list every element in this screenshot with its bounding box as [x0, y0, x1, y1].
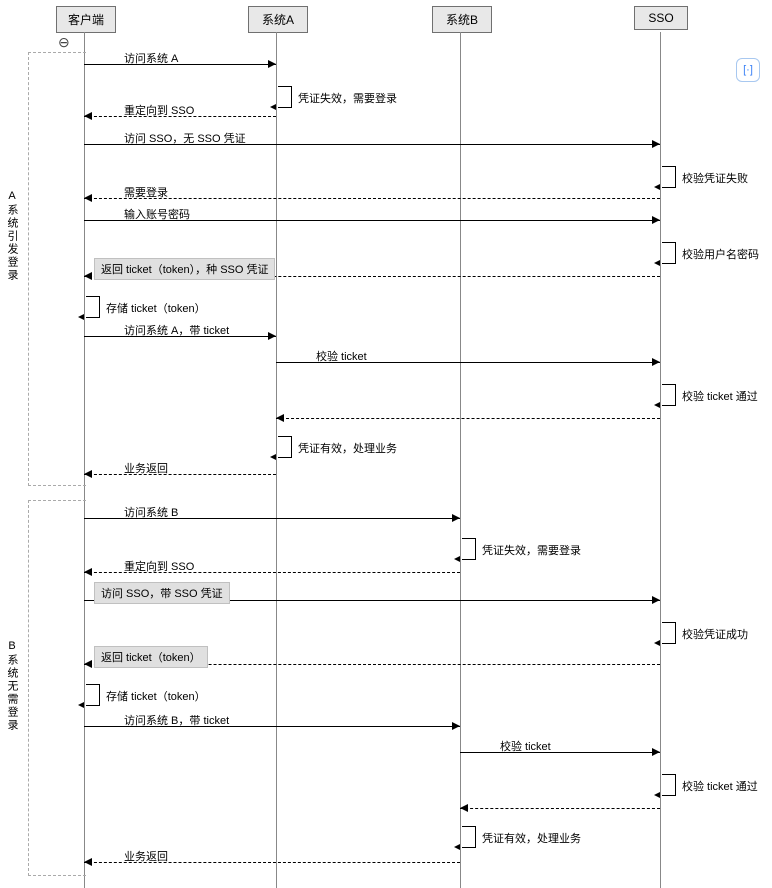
arrow-head-6: [652, 216, 660, 224]
group-box-1: [28, 500, 86, 876]
arrow-head-23: [452, 722, 460, 730]
self-note-9: 存储 ticket（token）: [106, 300, 206, 316]
participant-client: 客户端: [56, 6, 116, 33]
arrow-head-21: [84, 660, 92, 668]
msg-label-11: 校验 ticket: [316, 348, 367, 364]
arrow-head-15: [84, 470, 92, 478]
arrow-head-28: [84, 858, 92, 866]
msg-label-24: 校验 ticket: [500, 738, 551, 754]
arrow-0: [84, 64, 276, 65]
self-note-22: 存储 ticket（token）: [106, 688, 206, 704]
self-bracket-12: [662, 384, 676, 406]
arrow-head-19: [652, 596, 660, 604]
arrow-head-11: [652, 358, 660, 366]
arrow-head-10: [268, 332, 276, 340]
msg-label-0: 访问系统 A: [124, 50, 178, 66]
msg-label-5: 需要登录: [124, 184, 168, 200]
self-note-14: 凭证有效，处理业务: [298, 440, 397, 456]
arrow-26: [460, 808, 660, 809]
msg-label-16: 访问系统 B: [124, 504, 178, 520]
lifeline-sysA: [276, 32, 277, 888]
arrow-24: [460, 752, 660, 753]
lens-icon[interactable]: [·]: [736, 58, 760, 82]
msg-label-10: 访问系统 A，带 ticket: [124, 322, 229, 338]
self-bracket-27: [462, 826, 476, 848]
self-note-12: 校验 ticket 通过: [682, 388, 758, 404]
lifeline-sysB: [460, 32, 461, 888]
group-box-0: [28, 52, 86, 486]
self-bracket-17: [462, 538, 476, 560]
self-bracket-7: [662, 242, 676, 264]
msg-label-3: 访问 SSO，无 SSO 凭证: [124, 130, 246, 146]
self-bracket-20: [662, 622, 676, 644]
self-note-27: 凭证有效，处理业务: [482, 830, 581, 846]
arrow-5: [84, 198, 660, 199]
self-bracket-1: [278, 86, 292, 108]
self-note-20: 校验凭证成功: [682, 626, 748, 642]
msg-label-19: 访问 SSO，带 SSO 凭证: [94, 582, 230, 604]
arrow-head-13: [276, 414, 284, 422]
zoom-out-icon[interactable]: ⊖: [58, 34, 70, 51]
group-label-0: A系统引发登录: [4, 190, 20, 282]
arrow-head-5: [84, 194, 92, 202]
arrow-head-24: [652, 748, 660, 756]
participant-sysA: 系统A: [248, 6, 308, 33]
arrow-head-3: [652, 140, 660, 148]
msg-label-6: 输入账号密码: [124, 206, 190, 222]
msg-label-8: 返回 ticket（token），种 SSO 凭证: [94, 258, 275, 280]
self-bracket-25: [662, 774, 676, 796]
msg-label-2: 重定向到 SSO: [124, 102, 194, 118]
participant-sso: SSO: [634, 6, 688, 30]
self-bracket-14: [278, 436, 292, 458]
self-note-25: 校验 ticket 通过: [682, 778, 758, 794]
self-note-17: 凭证失效，需要登录: [482, 542, 581, 558]
msg-label-23: 访问系统 B，带 ticket: [124, 712, 229, 728]
msg-label-18: 重定向到 SSO: [124, 558, 194, 574]
self-bracket-4: [662, 166, 676, 188]
self-note-4: 校验凭证失败: [682, 170, 748, 186]
group-label-1: B系统无需登录: [4, 640, 20, 732]
self-bracket-9: [86, 296, 100, 318]
arrow-13: [276, 418, 660, 419]
participant-sysB: 系统B: [432, 6, 492, 33]
sequence-diagram: 客户端 系统A 系统B SSO A系统引发登录 B系统无需登录 ⊖ [·] 访问系统 A 凭证失效…: [0, 0, 772, 888]
msg-label-15: 业务返回: [124, 460, 168, 476]
arrow-head-2: [84, 112, 92, 120]
arrow-head-8: [84, 272, 92, 280]
arrow-15: [84, 474, 276, 475]
arrow-head-16: [452, 514, 460, 522]
msg-label-28: 业务返回: [124, 848, 168, 864]
arrow-head-26: [460, 804, 468, 812]
self-note-1: 凭证失效，需要登录: [298, 90, 397, 106]
arrow-head-0: [268, 60, 276, 68]
lifeline-sso: [660, 32, 661, 888]
self-note-7: 校验用户名密码: [682, 246, 759, 262]
msg-label-21: 返回 ticket（token）: [94, 646, 208, 668]
self-bracket-22: [86, 684, 100, 706]
arrow-head-18: [84, 568, 92, 576]
